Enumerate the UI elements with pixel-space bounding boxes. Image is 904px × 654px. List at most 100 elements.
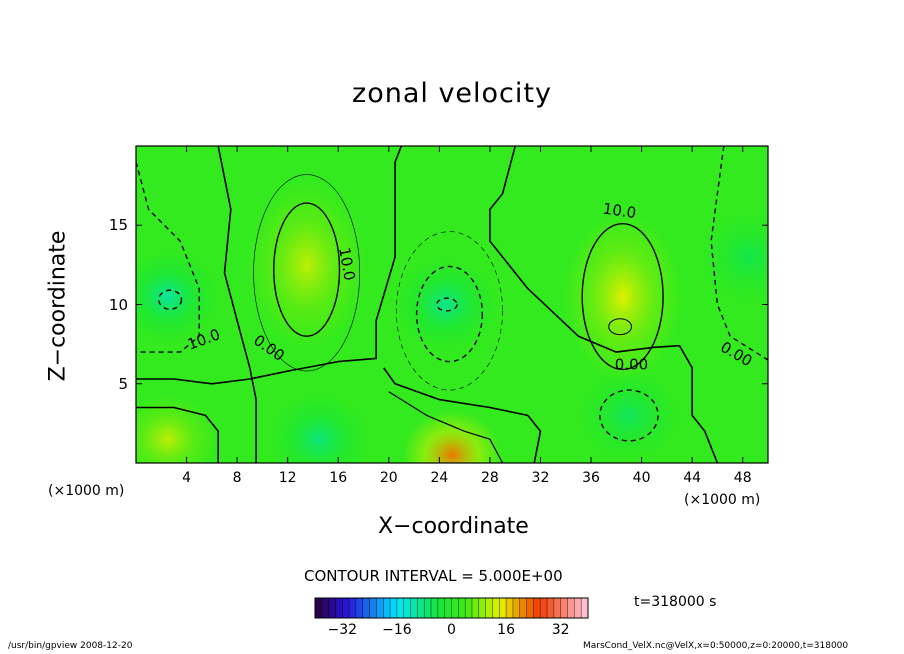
colorbar-cell bbox=[567, 598, 575, 618]
colorbar-cell bbox=[451, 598, 459, 618]
colorbar-cell bbox=[362, 598, 370, 618]
x-unit-right: (×1000 m) bbox=[684, 492, 761, 508]
x-tick-label: 32 bbox=[531, 470, 550, 486]
contour-zero-b bbox=[489, 146, 719, 463]
color-field bbox=[136, 146, 768, 463]
x-unit-left: (×1000 m) bbox=[48, 483, 125, 499]
colorbar-cell bbox=[499, 598, 507, 618]
colorbar-cell bbox=[519, 598, 527, 618]
x-tick-label: 44 bbox=[683, 470, 702, 486]
contour-10-left bbox=[273, 202, 341, 337]
field-min bbox=[136, 251, 218, 342]
contour-neg-center bbox=[436, 297, 458, 312]
contour-neg-lowright bbox=[599, 389, 659, 442]
colorbar-cell bbox=[335, 598, 343, 618]
field-max bbox=[246, 179, 367, 350]
colorbar-cell bbox=[342, 598, 350, 618]
colorbar-cell bbox=[553, 598, 561, 618]
contour-label: 0.00 bbox=[615, 355, 648, 373]
contour-neg10-center bbox=[415, 265, 484, 363]
x-tick-label: 24 bbox=[430, 470, 449, 486]
colorbar-cell bbox=[506, 598, 514, 618]
x-tick-label: 16 bbox=[329, 470, 348, 486]
colorbar-cell bbox=[437, 598, 445, 618]
contour-zero-e bbox=[136, 406, 219, 463]
colorbar-tick-label: 16 bbox=[497, 622, 516, 638]
x-axis-label: X−coordinate bbox=[378, 514, 529, 539]
colorbar-cell bbox=[581, 598, 589, 618]
chart-title: zonal velocity bbox=[352, 78, 552, 109]
colorbar-tick-label: 32 bbox=[551, 622, 570, 638]
time-label: t=318000 s bbox=[634, 594, 717, 610]
x-tick-label: 20 bbox=[379, 470, 398, 486]
colorbar-cell bbox=[458, 598, 466, 618]
colorbar-cell bbox=[533, 598, 541, 618]
colorbar-cell bbox=[390, 598, 398, 618]
colorbar-cell bbox=[560, 598, 568, 618]
colorbar-cell bbox=[321, 598, 329, 618]
field-max bbox=[136, 394, 218, 463]
x-tick-label: 40 bbox=[632, 470, 651, 486]
colorbar-cell bbox=[526, 598, 534, 618]
field-min bbox=[269, 394, 370, 463]
colorbar-cell bbox=[369, 598, 377, 618]
y-tick-label: 5 bbox=[118, 374, 128, 393]
contour-zero-d bbox=[383, 367, 542, 463]
colorbar-cell bbox=[349, 598, 357, 618]
contour-neg-leftwide bbox=[136, 161, 200, 353]
colorbar-cell bbox=[444, 598, 452, 618]
colorbar-cell bbox=[547, 598, 555, 618]
colorbar-cell bbox=[540, 598, 548, 618]
colorbar-frame bbox=[314, 597, 589, 619]
colorbar-cell bbox=[431, 598, 439, 618]
footer-left: /usr/bin/gpview 2008-12-20 bbox=[8, 641, 133, 651]
colorbar-cell bbox=[424, 598, 432, 618]
footer-right: MarsCond_VelX.nc@VelX,x=0:50000,z=0:2000… bbox=[583, 641, 849, 651]
colorbar-cell bbox=[478, 598, 486, 618]
colorbar-cell bbox=[410, 598, 418, 618]
colorbar bbox=[314, 597, 589, 619]
colorbar-tick-label: 0 bbox=[447, 622, 456, 638]
colorbar-cell bbox=[396, 598, 405, 618]
colorbar-tick-label: −16 bbox=[382, 622, 412, 638]
colorbar-cell bbox=[403, 598, 411, 618]
colorbar-tick-label: −32 bbox=[327, 622, 358, 638]
colorbar-cell bbox=[315, 598, 323, 618]
colorbar-cell bbox=[471, 598, 480, 618]
field-min bbox=[699, 211, 768, 302]
field-max bbox=[402, 410, 502, 463]
colorbar-cell bbox=[417, 598, 425, 618]
colorbar-cell bbox=[376, 598, 384, 618]
contour-neg-right bbox=[710, 146, 768, 361]
x-tick-label: 48 bbox=[733, 470, 752, 486]
contour-zero-c bbox=[217, 146, 257, 463]
colorbar-cell bbox=[574, 598, 582, 618]
contour-zero-a bbox=[136, 146, 403, 385]
y-axis-label: Z−coordinate bbox=[45, 230, 71, 382]
contour-neg5-center bbox=[396, 231, 503, 391]
x-tick-label: 8 bbox=[232, 470, 242, 486]
x-tick-label: 36 bbox=[582, 470, 600, 486]
contour-pos-low bbox=[388, 391, 504, 463]
contour-label: 10.0 bbox=[335, 246, 359, 282]
colorbar-cell bbox=[383, 598, 391, 618]
colorbar-cell bbox=[492, 598, 500, 618]
contour-15-right bbox=[608, 318, 632, 336]
contour-10-right bbox=[581, 222, 664, 371]
y-tick-label: 15 bbox=[108, 216, 128, 235]
contour-neg-left bbox=[158, 289, 183, 310]
x-tick-label: 12 bbox=[278, 470, 297, 486]
colorbar-cell bbox=[512, 598, 521, 618]
contour-label: 10.0 bbox=[602, 200, 638, 222]
field-min bbox=[578, 370, 679, 461]
colorbar-cell bbox=[355, 598, 364, 618]
contour-interval-label: CONTOUR INTERVAL = 5.000E+00 bbox=[304, 567, 563, 585]
field-min bbox=[395, 259, 496, 350]
field-max bbox=[562, 211, 683, 382]
colorbar-cell bbox=[328, 598, 336, 618]
x-tick-label: 28 bbox=[480, 470, 499, 486]
colorbar-cell bbox=[485, 598, 493, 618]
axis-ticks bbox=[136, 146, 768, 463]
colorbar-cell bbox=[465, 598, 473, 618]
